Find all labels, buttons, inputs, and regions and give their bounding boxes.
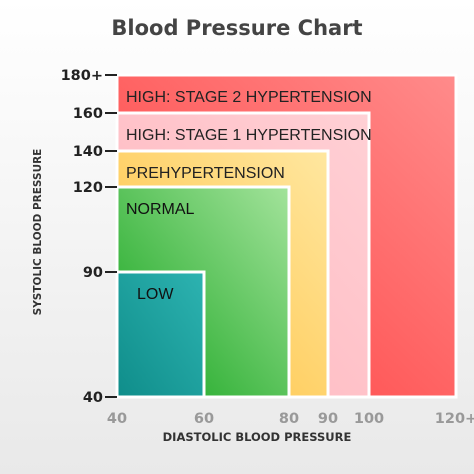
y-tick-label: 160	[73, 106, 103, 122]
y-tick-label: 140	[73, 144, 103, 160]
y-tick-label: 120	[73, 180, 103, 196]
region-label: LOW	[137, 286, 174, 303]
region-low	[115, 270, 206, 399]
x-axis-label: DIASTOLIC BLOOD PRESSURE	[162, 430, 352, 444]
x-tick-label: 60	[194, 411, 214, 427]
x-tick-label: 90	[318, 411, 338, 427]
region-label: HIGH: STAGE 2 HYPERTENSION	[126, 89, 372, 106]
chart-title: Blood Pressure Chart	[111, 16, 363, 40]
x-tick-label: 80	[279, 411, 299, 427]
x-tick-label: 40	[107, 411, 127, 427]
y-tick-label: 90	[83, 265, 103, 281]
region-label: NORMAL	[126, 201, 195, 218]
y-tick-label: 180+	[61, 68, 103, 84]
x-tick-label: 100	[354, 411, 384, 427]
region-label: HIGH: STAGE 1 HYPERTENSION	[126, 127, 372, 144]
x-tick-label: 120+	[435, 411, 474, 427]
y-tick-label: 40	[83, 390, 103, 406]
region-label: PREHYPERTENSION	[126, 165, 285, 182]
